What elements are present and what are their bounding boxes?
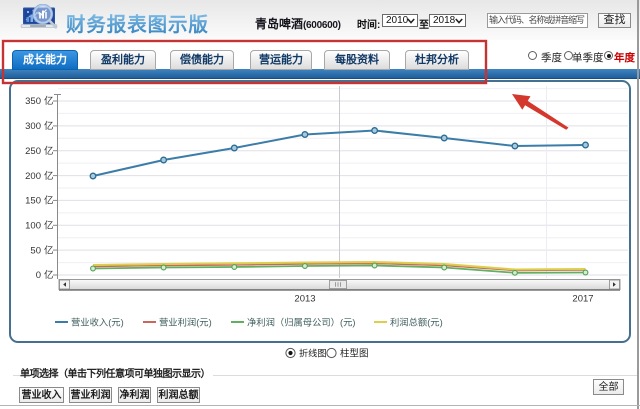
svg-text:350: 350 — [25, 96, 41, 107]
svg-text:亿: 亿 — [44, 269, 54, 281]
svg-text:柱型图: 柱型图 — [340, 348, 369, 360]
svg-text:亿: 亿 — [44, 170, 54, 182]
svg-text:2013: 2013 — [294, 294, 315, 305]
svg-text:营业收入(元): 营业收入(元) — [71, 317, 124, 328]
svg-text:亿: 亿 — [44, 195, 54, 207]
svg-text:2017: 2017 — [572, 294, 593, 305]
svg-text:100: 100 — [25, 221, 41, 232]
svg-text:250: 250 — [25, 146, 41, 157]
svg-text:折线图: 折线图 — [299, 348, 327, 359]
svg-text:150: 150 — [25, 196, 41, 207]
svg-text:200: 200 — [25, 171, 41, 182]
svg-text:亿: 亿 — [44, 120, 54, 132]
svg-text:300: 300 — [25, 121, 41, 132]
svg-text:0: 0 — [36, 270, 41, 281]
svg-text:营业利润(元): 营业利润(元) — [159, 317, 212, 328]
svg-text:50: 50 — [30, 245, 41, 256]
svg-text:利润总额(元): 利润总额(元) — [390, 317, 443, 328]
svg-text:亿: 亿 — [44, 95, 54, 107]
svg-text:亿: 亿 — [44, 220, 54, 232]
svg-text:亿: 亿 — [44, 145, 54, 157]
svg-text:亿: 亿 — [44, 244, 54, 256]
svg-text:净利润（归属母公司）(元): 净利润（归属母公司）(元) — [247, 317, 355, 328]
